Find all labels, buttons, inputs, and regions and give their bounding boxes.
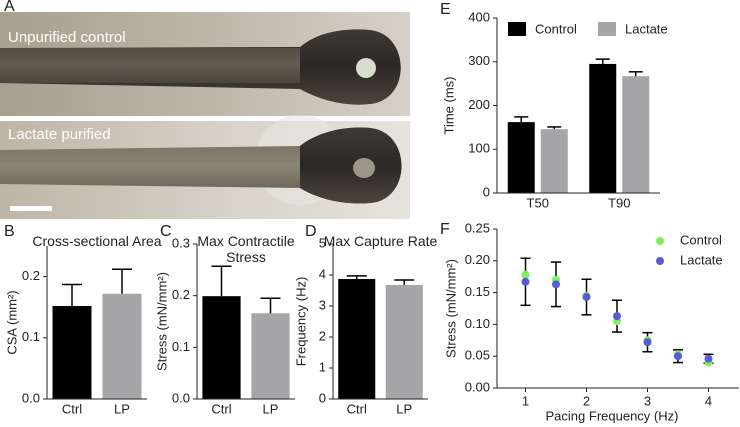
error-bar: [346, 275, 367, 280]
y-tick-label: 0: [483, 184, 490, 199]
bar: [507, 122, 535, 193]
point: [613, 312, 621, 321]
panel-letter: C: [160, 223, 172, 240]
point: [674, 352, 682, 361]
y-tick-label: 0.10: [465, 316, 490, 331]
bar: [385, 284, 423, 399]
legend-swatch: [508, 22, 526, 36]
point: [704, 354, 713, 363]
point: [552, 280, 560, 289]
chart-title: Max Capture Rate: [323, 233, 438, 249]
y-tick-label: 4: [319, 266, 326, 281]
y-tick-label: 400: [468, 9, 490, 24]
image-unpurified: [0, 12, 410, 116]
legend-label: Control: [680, 232, 722, 247]
x-tick-label: LP: [263, 401, 279, 416]
y-tick-label: 0.1: [22, 329, 40, 344]
x-tick-label: 3: [644, 393, 651, 408]
y-tick-label: 0.25: [465, 220, 490, 235]
error-bar: [514, 116, 529, 123]
x-tick-label: 2: [583, 393, 590, 408]
y-tick-label: 0.0: [172, 390, 190, 405]
point: [582, 293, 591, 302]
x-tick-label: Ctrl: [62, 401, 82, 416]
point: [521, 277, 530, 286]
y-tick-label: 0.05: [465, 348, 490, 363]
bar: [540, 129, 568, 193]
error-bar: [62, 283, 82, 306]
point: [521, 270, 530, 279]
x-tick-label: T50: [527, 195, 549, 210]
y-tick-label: 0.15: [465, 284, 490, 299]
panel-letter: A: [4, 0, 15, 15]
y-tick-label: 5: [319, 235, 326, 250]
x-tick-label: LP: [396, 401, 412, 416]
error-bar: [112, 268, 132, 294]
bar: [589, 63, 617, 193]
x-tick-label: T90: [608, 195, 630, 210]
y-tick-label: 0.00: [465, 379, 490, 394]
error-bar: [211, 265, 232, 297]
bar: [202, 296, 241, 399]
y-tick-label: 3: [319, 297, 326, 312]
x-axis-label: Pacing Frequency (Hz): [546, 408, 679, 423]
error-bar: [628, 71, 643, 77]
y-tick-label: 1: [319, 359, 326, 374]
y-axis-label: Stress (mN/mm²): [443, 259, 458, 358]
bar: [102, 293, 142, 399]
y-tick-label: 0.1: [172, 339, 190, 354]
legend-marker: [656, 257, 664, 265]
y-tick-label: 0.2: [172, 287, 190, 302]
image-label: Lactate purified: [8, 126, 111, 143]
image-lactate: [0, 115, 410, 219]
error-bar: [595, 58, 610, 64]
error-bar: [547, 126, 562, 130]
error-bar: [394, 279, 415, 285]
y-axis-label: Stress (mN/mm²): [154, 272, 169, 371]
legend-label: Control: [535, 21, 577, 36]
image-label: Unpurified control: [8, 29, 126, 46]
legend-swatch: [598, 22, 616, 36]
chart-title: Cross-sectional Area: [32, 233, 162, 249]
y-tick-label: 300: [468, 53, 490, 68]
y-tick-label: 0.0: [22, 390, 40, 405]
y-axis-label: Frequency (Hz): [293, 277, 308, 367]
y-axis-label: CSA (mm²): [4, 290, 19, 354]
legend-label: Lactate: [625, 21, 668, 36]
x-tick-label: LP: [114, 401, 130, 416]
x-tick-label: 1: [522, 393, 529, 408]
y-tick-label: 0.2: [22, 268, 40, 283]
panel-letter: F: [440, 221, 450, 238]
chart-title: Max Contractile Stress: [197, 233, 295, 265]
bar: [338, 279, 376, 399]
y-tick-label: 2: [319, 328, 326, 343]
legend-label: Lactate: [680, 252, 723, 267]
panel-letter: D: [305, 223, 317, 240]
error-bar: [260, 297, 281, 314]
y-tick-label: 0.3: [172, 235, 190, 250]
point: [643, 338, 652, 347]
bar: [52, 305, 92, 399]
panel-letter: B: [4, 223, 15, 240]
y-tick-label: 100: [468, 141, 490, 156]
panel-letter: E: [440, 1, 451, 18]
y-tick-label: 0.20: [465, 252, 490, 267]
y-axis-label: Time (ms): [441, 76, 456, 134]
x-tick-label: Ctrl: [211, 401, 231, 416]
bar: [622, 76, 650, 193]
y-tick-label: 200: [468, 97, 490, 112]
bar: [251, 313, 290, 399]
y-tick-label: 0: [319, 390, 326, 405]
legend-marker: [656, 237, 664, 245]
x-tick-label: Ctrl: [347, 401, 367, 416]
x-tick-label: 4: [705, 393, 712, 408]
